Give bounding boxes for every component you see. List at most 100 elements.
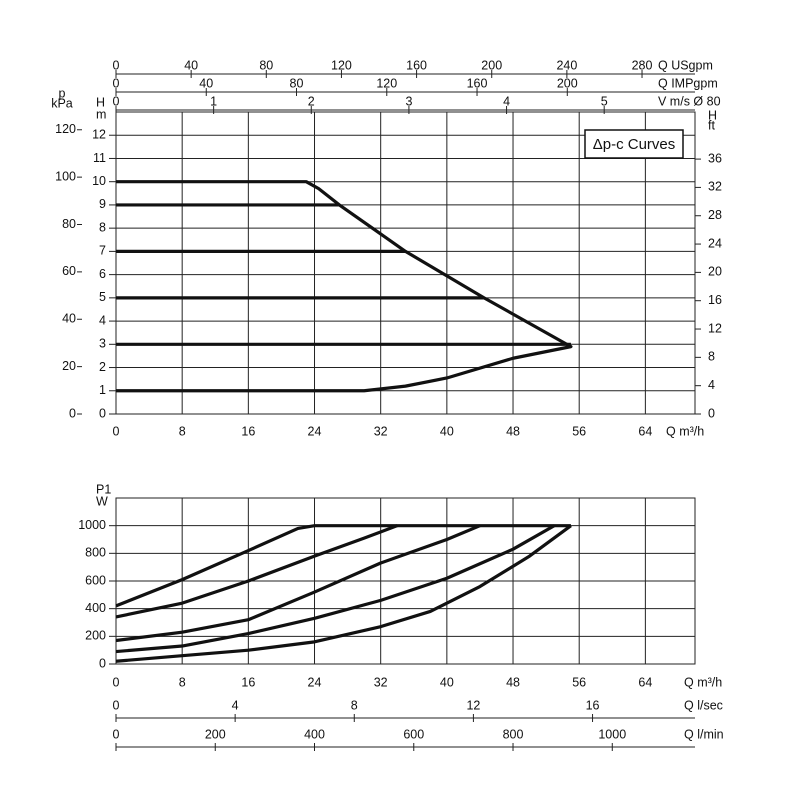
- extra-tick-label: 800: [503, 727, 524, 741]
- extra-tick-label: 16: [586, 698, 600, 712]
- y-tick-label: 2: [99, 360, 106, 374]
- extra-tick-label: 160: [406, 58, 427, 72]
- extra-tick-label: 40: [184, 58, 198, 72]
- extra-axis-title: kPa: [51, 96, 73, 110]
- extra-tick-label: 100: [55, 169, 76, 183]
- y-tick-label: 0: [99, 656, 106, 670]
- extra-tick-label: 0: [113, 76, 120, 90]
- x-tick-label: 40: [440, 675, 454, 689]
- extra-tick-label: 200: [557, 76, 578, 90]
- extra-tick-label: 0: [69, 406, 76, 420]
- extra-tick-label: 0: [113, 94, 120, 108]
- extra-axis-title: Q USgpm: [658, 58, 713, 72]
- x-axis-title: Q m³/h: [666, 424, 704, 438]
- x-tick-label: 56: [572, 424, 586, 438]
- extra-tick-label: 40: [62, 312, 76, 326]
- extra-tick-label: 4: [232, 698, 239, 712]
- y-tick-label: 200: [85, 629, 106, 643]
- y-tick-label: 600: [85, 573, 106, 587]
- y-tick-label: 0: [99, 406, 106, 420]
- extra-tick-label: 20: [708, 265, 722, 279]
- y-tick-label: 5: [99, 290, 106, 304]
- y-tick-label: 1000: [78, 518, 106, 532]
- curve: [115, 524, 571, 608]
- extra-tick-label: 1: [210, 94, 217, 108]
- x-tick-label: 24: [308, 424, 322, 438]
- y-tick-label: 1: [99, 383, 106, 397]
- y-tick-label: 9: [99, 197, 106, 211]
- x-tick-label: 32: [374, 675, 388, 689]
- extra-axis-title: H: [708, 108, 717, 122]
- y-axis-title: P1: [96, 482, 111, 496]
- extra-tick-label: 40: [199, 76, 213, 90]
- x-tick-label: 40: [440, 424, 454, 438]
- y-tick-label: 11: [93, 151, 106, 165]
- extra-tick-label: 0: [113, 727, 120, 741]
- curve: [115, 524, 481, 643]
- x-tick-label: 24: [308, 675, 322, 689]
- y-tick-label: 10: [92, 174, 106, 188]
- extra-tick-label: 80: [290, 76, 304, 90]
- extra-tick-label: 160: [467, 76, 488, 90]
- y-tick-label: 3: [99, 337, 106, 351]
- extra-tick-label: 28: [708, 208, 722, 222]
- extra-axis-title: V m/s Ø 80: [658, 94, 721, 108]
- extra-tick-label: 4: [708, 378, 715, 392]
- y-tick-label: 6: [99, 267, 106, 281]
- annotation-box: [584, 129, 684, 159]
- extra-tick-label: 5: [601, 94, 608, 108]
- extra-tick-label: 400: [304, 727, 325, 741]
- x-tick-label: 16: [241, 675, 255, 689]
- extra-tick-label: 3: [405, 94, 412, 108]
- y-tick-label: 12: [92, 128, 106, 142]
- y-tick-label: 7: [99, 244, 106, 258]
- y-tick-label: 4: [99, 313, 106, 327]
- extra-tick-label: 2: [308, 94, 315, 108]
- extra-tick-label: 0: [113, 698, 120, 712]
- extra-tick-label: 60: [62, 264, 76, 278]
- extra-tick-label: 0: [708, 406, 715, 420]
- extra-tick-label: 200: [481, 58, 502, 72]
- x-tick-label: 8: [179, 675, 186, 689]
- x-tick-label: 32: [374, 424, 388, 438]
- x-tick-label: 16: [241, 424, 255, 438]
- extra-tick-label: 12: [708, 321, 722, 335]
- curve: [115, 524, 572, 663]
- extra-tick-label: 600: [403, 727, 424, 741]
- x-tick-label: 0: [113, 675, 120, 689]
- x-tick-label: 48: [506, 424, 520, 438]
- extra-tick-label: 80: [62, 217, 76, 231]
- x-tick-label: 64: [638, 424, 652, 438]
- extra-tick-label: 120: [331, 58, 352, 72]
- extra-tick-label: 8: [708, 350, 715, 364]
- extra-tick-label: 120: [55, 122, 76, 136]
- y-tick-label: 400: [85, 601, 106, 615]
- extra-axis-title: Q l/min: [684, 727, 724, 741]
- extra-tick-label: 1000: [598, 727, 626, 741]
- x-tick-label: 56: [572, 675, 586, 689]
- y-axis-title: W: [96, 494, 108, 508]
- extra-axis-title: ft: [708, 118, 715, 132]
- x-tick-label: 48: [506, 675, 520, 689]
- extra-tick-label: 0: [113, 58, 120, 72]
- y-axis-title: m: [96, 107, 106, 121]
- y-tick-label: 8: [99, 220, 106, 234]
- extra-tick-label: 120: [376, 76, 397, 90]
- extra-axis-title: p: [59, 86, 66, 100]
- extra-tick-label: 200: [205, 727, 226, 741]
- extra-tick-label: 32: [708, 180, 722, 194]
- y-axis-title: H: [96, 95, 105, 109]
- extra-axis-title: Q IMPgpm: [658, 76, 718, 90]
- curve: [115, 524, 556, 654]
- extra-tick-label: 20: [62, 359, 76, 373]
- extra-tick-label: 4: [503, 94, 510, 108]
- extra-tick-label: 36: [708, 151, 722, 165]
- x-tick-label: 64: [638, 675, 652, 689]
- annotation: Δp-c Curves: [593, 136, 676, 153]
- extra-axis-title: Q l/sec: [684, 698, 723, 712]
- curve: [116, 180, 573, 393]
- extra-tick-label: 16: [708, 293, 722, 307]
- extra-tick-label: 24: [708, 236, 722, 250]
